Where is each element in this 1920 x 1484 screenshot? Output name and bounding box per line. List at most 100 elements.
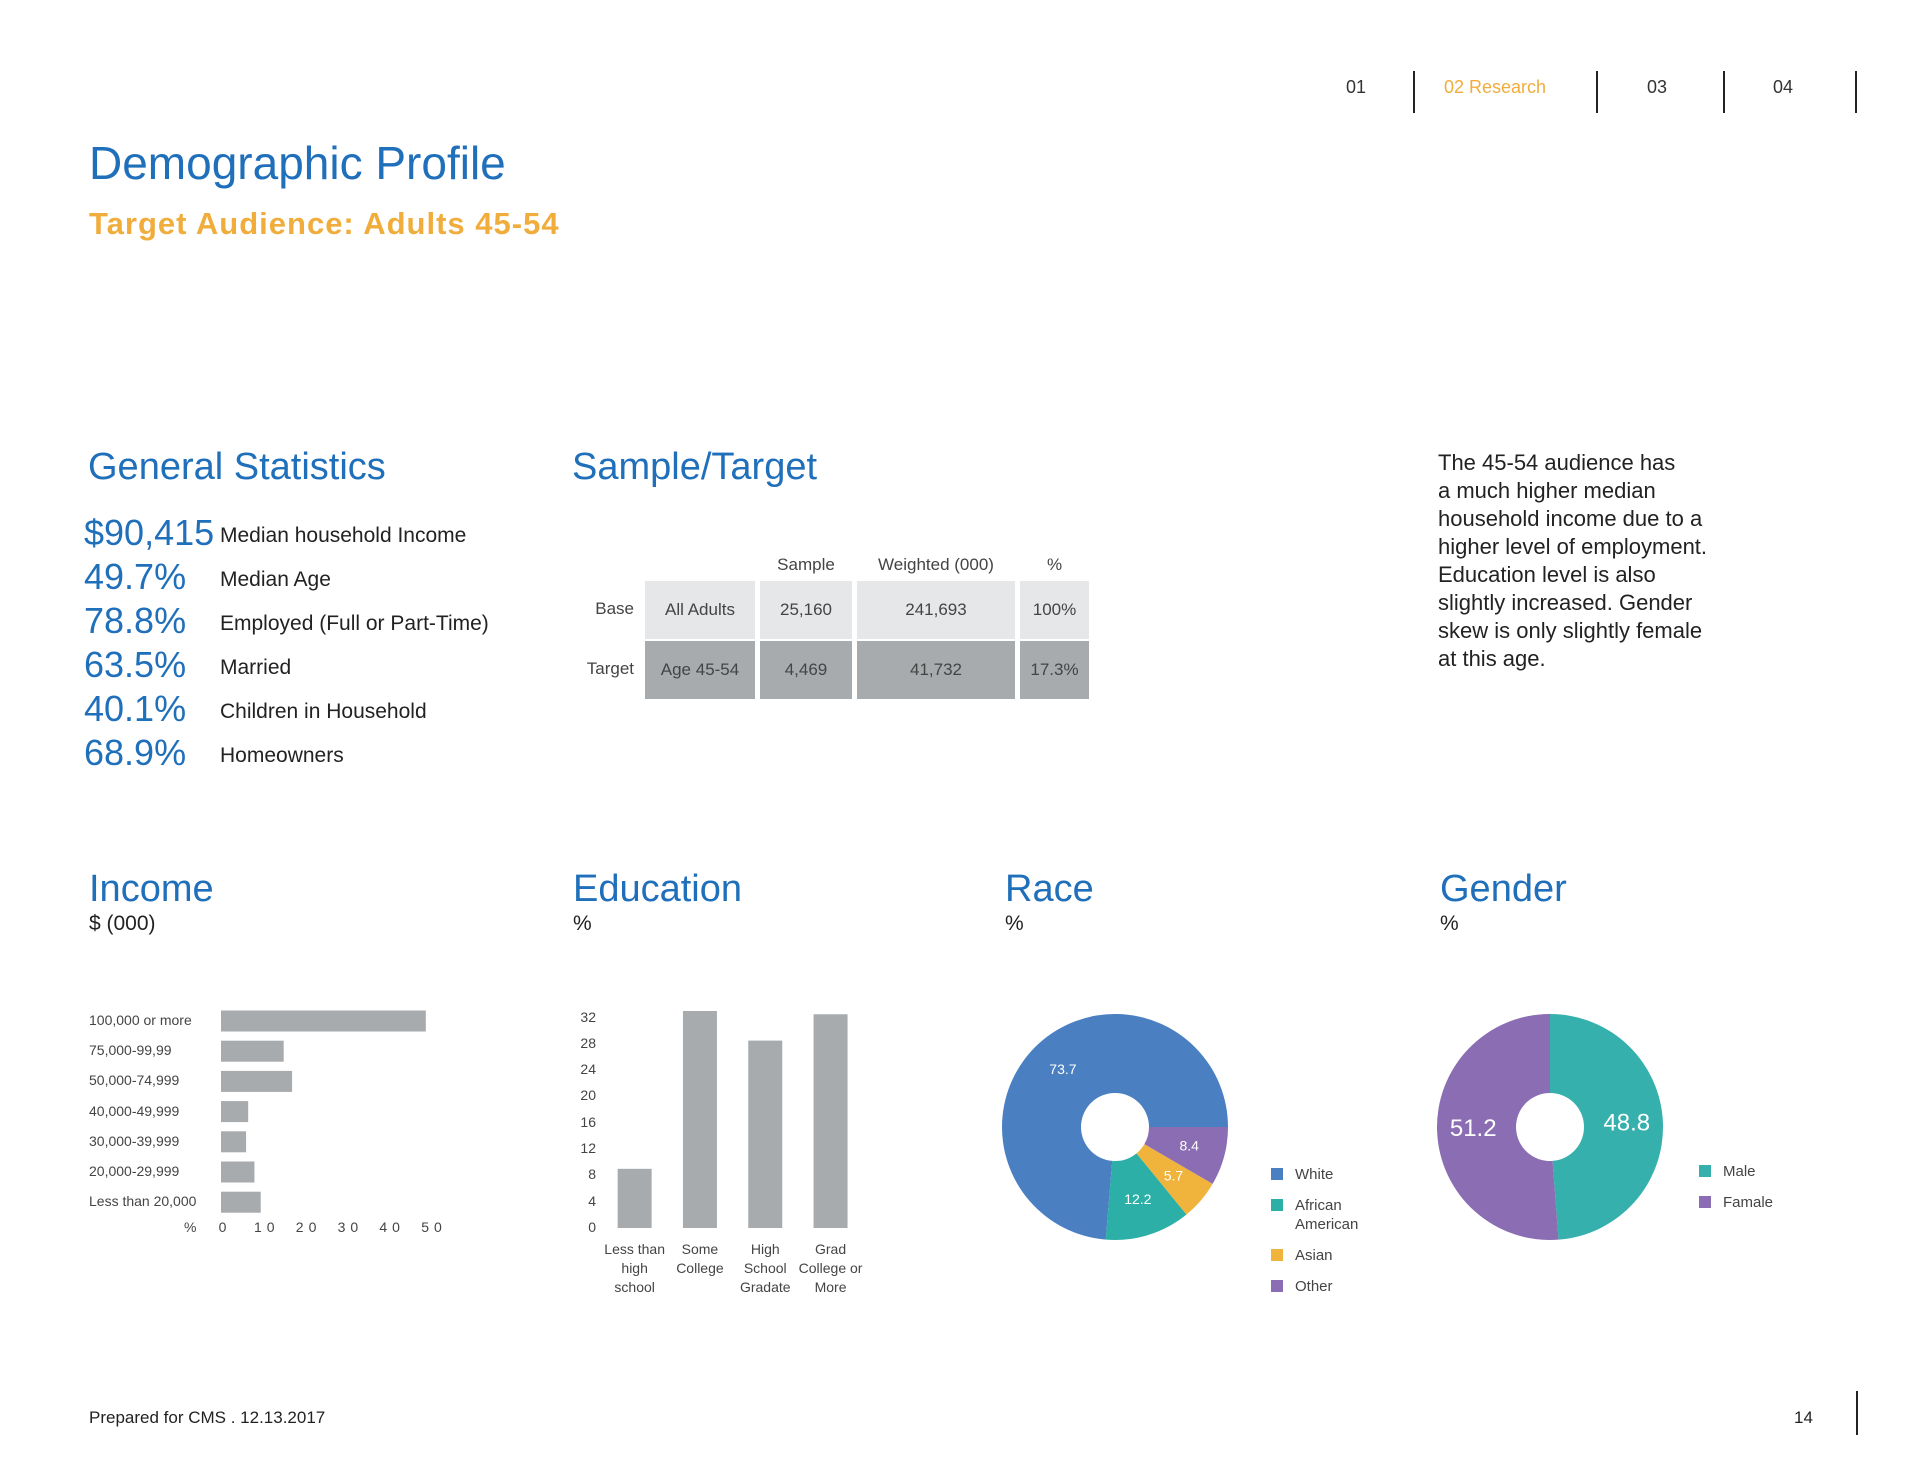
stat-value: 40.1% xyxy=(84,688,187,729)
stat-label: Married xyxy=(220,656,292,679)
summary-line: at this age. xyxy=(1438,646,1546,671)
stat-label: Homeowners xyxy=(220,744,344,767)
legend-swatch xyxy=(1271,1249,1283,1261)
summary-line: a much higher median xyxy=(1438,478,1656,503)
table-cell: 241,693 xyxy=(857,581,1015,639)
stat-label: Employed (Full or Part-Time) xyxy=(220,612,489,635)
stat-value: 68.9% xyxy=(84,732,187,773)
bar xyxy=(682,1011,717,1228)
donut-slice xyxy=(1144,1127,1228,1184)
bar-label: 100,000 or more xyxy=(89,1012,192,1028)
bar-label: 75,000-99,99 xyxy=(89,1042,172,1059)
summary-line: Education level is also xyxy=(1438,562,1656,587)
value-label: 12.2 xyxy=(1124,1191,1151,1207)
bar xyxy=(221,1070,293,1092)
bar xyxy=(221,1131,247,1153)
summary-line: slightly increased. Gender xyxy=(1438,590,1693,615)
y-tick-label: 8 xyxy=(588,1166,596,1183)
legend-item: African American xyxy=(1271,1196,1375,1234)
table-cell: Age 45-54 xyxy=(645,641,755,699)
legend-item: Male xyxy=(1699,1162,1803,1181)
legend-swatch xyxy=(1271,1280,1283,1292)
section-title: Sample/Target xyxy=(572,446,818,488)
legend-label: Asian xyxy=(1295,1247,1333,1264)
summary-line: higher level of employment. xyxy=(1438,534,1708,559)
bar xyxy=(748,1040,783,1228)
summary-line: The 45-54 audience has xyxy=(1438,450,1676,475)
bar-label: 20,000-29,999 xyxy=(89,1163,180,1179)
value-label: 8.4 xyxy=(1179,1138,1199,1154)
bar-label: 40,000-49,999 xyxy=(89,1102,180,1119)
stat-label: Median household Income xyxy=(220,524,467,547)
x-tick-label: Grad College or More xyxy=(798,1241,863,1295)
y-tick-label: 24 xyxy=(580,1061,596,1078)
legend-item: White xyxy=(1271,1165,1375,1184)
table-cell: 41,732 xyxy=(857,641,1015,699)
table-header: Sample xyxy=(777,555,835,574)
stat-value: 49.7% xyxy=(84,556,187,597)
nav-item[interactable]: 04 xyxy=(1773,77,1794,97)
y-tick-label: 20 xyxy=(580,1087,596,1104)
donut-slice xyxy=(1550,1014,1664,1240)
donut-slice xyxy=(1002,1014,1228,1240)
donut-slice xyxy=(1105,1153,1187,1240)
legend-swatch xyxy=(1699,1165,1711,1177)
summary-line: household income due to a xyxy=(1438,506,1703,531)
x-axis-label: % xyxy=(184,1219,197,1235)
page-title: Demographic Profile xyxy=(89,137,506,189)
nav-divider xyxy=(1596,71,1598,113)
table-header: % xyxy=(1046,555,1063,574)
legend-label: Famale xyxy=(1723,1194,1774,1211)
chart-subtitle: % xyxy=(573,912,592,935)
value-label: 48.8 xyxy=(1603,1109,1650,1136)
nav-divider xyxy=(1723,71,1725,113)
bar xyxy=(813,1014,848,1228)
bar xyxy=(221,1101,249,1123)
legend: White African American Asian Other xyxy=(1271,1165,1375,1296)
chart-title: Income xyxy=(89,868,214,910)
bar xyxy=(221,1191,261,1213)
y-tick-label: 0 xyxy=(588,1219,596,1235)
page-number: 14 xyxy=(1794,1408,1813,1427)
donut-slice xyxy=(1136,1144,1213,1215)
bar xyxy=(221,1040,284,1062)
legend-label: African American xyxy=(1295,1197,1359,1233)
legend-label: Other xyxy=(1295,1278,1333,1295)
nav-item[interactable]: 01 xyxy=(1346,77,1367,97)
x-tick-label: 30 xyxy=(337,1219,364,1235)
stat-value: 63.5% xyxy=(84,644,187,685)
stat-label: Median Age xyxy=(220,568,331,591)
table-cell: 4,469 xyxy=(760,641,852,699)
chart-subtitle: $ (000) xyxy=(89,912,156,935)
bar xyxy=(221,1161,255,1183)
chart-title: Race xyxy=(1005,868,1094,910)
y-tick-label: 12 xyxy=(580,1140,596,1157)
nav-item[interactable]: 03 xyxy=(1647,77,1668,97)
value-label: 51.2 xyxy=(1450,1115,1497,1142)
value-label: 5.7 xyxy=(1164,1168,1184,1184)
chart-title: Gender xyxy=(1440,868,1567,910)
y-tick-label: 32 xyxy=(580,1008,596,1025)
footer-text: Prepared for CMS . 12.13.2017 xyxy=(89,1408,326,1427)
legend-item: Other xyxy=(1271,1277,1375,1296)
legend-label: White xyxy=(1295,1166,1334,1183)
nav-divider xyxy=(1855,71,1857,113)
stat-value: 78.8% xyxy=(84,600,187,641)
nav-item-active[interactable]: 02 Research xyxy=(1444,77,1547,97)
x-tick-label: 20 xyxy=(295,1219,322,1235)
legend-item: Famale xyxy=(1699,1193,1803,1212)
stat-label: Children in Household xyxy=(220,700,427,723)
x-tick-label: High School Gradate xyxy=(739,1241,791,1295)
donut-slice xyxy=(1437,1014,1559,1240)
x-tick-label: Less than high school xyxy=(604,1241,665,1295)
table-cell: All Adults xyxy=(645,581,755,639)
value-label: 73.7 xyxy=(1049,1061,1076,1077)
x-tick-label: 10 xyxy=(254,1219,280,1235)
footer-divider xyxy=(1856,1391,1858,1435)
table-cell: 100% xyxy=(1020,581,1089,639)
bar-label: Less than 20,000 xyxy=(89,1193,197,1210)
row-label: Target xyxy=(586,659,634,678)
legend-label: Male xyxy=(1723,1163,1756,1180)
